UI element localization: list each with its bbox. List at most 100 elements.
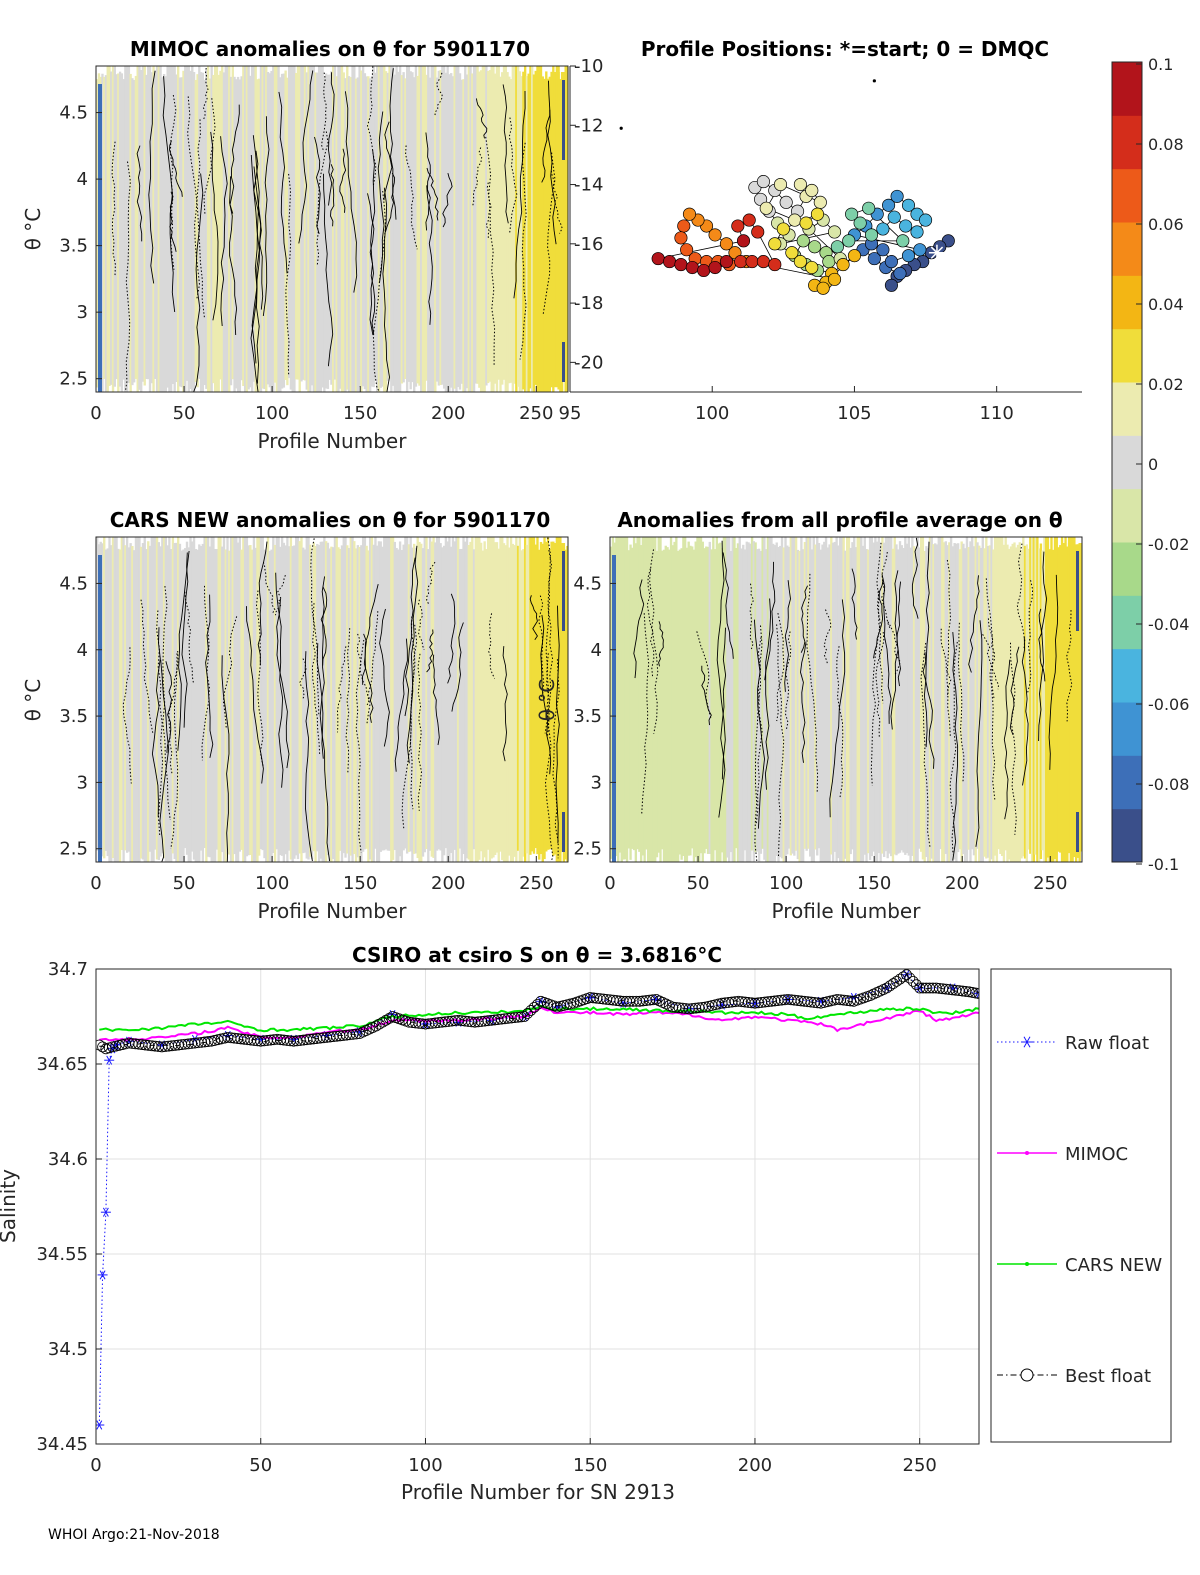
heatmap-cell [141, 66, 145, 382]
heatmap-cell [1029, 537, 1032, 854]
heatmap-cell [701, 541, 704, 862]
heatmap-cell [499, 76, 502, 392]
heatmap-contour [426, 167, 439, 221]
heatmap-contour [957, 622, 965, 783]
heatmap-contour [502, 646, 508, 762]
heatmap-contour [887, 621, 901, 676]
average-axes-box [609, 536, 1083, 863]
heatmap-cell [1032, 537, 1036, 862]
heatmap-cell [552, 541, 555, 856]
heatmap-cell [824, 537, 828, 862]
heatmap-contour [366, 66, 377, 186]
heatmap-cell [743, 549, 747, 851]
position-marker [899, 219, 913, 233]
heatmap-cell [817, 542, 821, 849]
heatmap-cell [1067, 543, 1071, 583]
heatmap-cell [625, 537, 629, 862]
heatmap-cell [1055, 537, 1058, 862]
heatmap-cell [838, 537, 842, 862]
heatmap-cell [161, 537, 164, 854]
heatmap-contour [379, 608, 390, 747]
heatmap-cell [446, 541, 449, 862]
heatmap-cell [553, 549, 557, 855]
heatmap-cell [872, 542, 875, 852]
heatmap-cell [747, 542, 750, 862]
position-marker [682, 207, 697, 221]
heatmap-contour [362, 583, 379, 685]
heatmap-cell [182, 70, 185, 392]
heatmap-contour [946, 559, 952, 737]
heatmap-cell [557, 537, 560, 862]
heatmap-cell [664, 545, 667, 862]
heatmap-cell [646, 537, 650, 862]
heatmap-contour [881, 552, 891, 630]
heatmap-cell [391, 537, 395, 860]
heatmap-contour [298, 70, 314, 244]
heatmap-cell [710, 549, 713, 862]
heatmap-cell [485, 66, 488, 386]
heatmap-cell [467, 545, 470, 860]
heatmap-cell [131, 78, 134, 386]
heatmap-contour [800, 642, 807, 763]
heatmap-cell [550, 71, 553, 388]
heatmap-cell [847, 537, 851, 862]
y-tick-label: 3.5 [59, 236, 88, 257]
heatmap-cell [641, 537, 645, 856]
heatmap-cell [453, 541, 456, 850]
heatmap-cell [562, 74, 566, 382]
heatmap-cell [397, 549, 400, 862]
heatmap-cell [925, 546, 928, 858]
heatmap-cell [446, 66, 449, 392]
heatmap-cell [508, 76, 511, 384]
heatmap-cell [770, 537, 773, 862]
heatmap-cell [141, 543, 145, 860]
heatmap-cell [432, 66, 435, 392]
heatmap-cell [934, 543, 937, 862]
position-marker [805, 183, 819, 198]
heatmap-cell [453, 66, 456, 389]
position-marker [768, 237, 782, 251]
heatmap-cell [705, 546, 708, 849]
heatmap-cell [414, 66, 418, 387]
heatmap-cell [398, 66, 402, 392]
heatmap-cell [545, 541, 548, 852]
heatmap-cell [868, 537, 872, 860]
heatmap-cell [863, 537, 866, 855]
heatmap-contour [475, 98, 488, 139]
position-marker [759, 201, 773, 215]
heatmap-cell [118, 549, 122, 862]
heatmap-edge-profile [562, 812, 565, 852]
heatmap-cell [699, 537, 703, 854]
colorbar-tick-label: -0.02 [1148, 535, 1189, 554]
heatmap-cell [1060, 537, 1064, 862]
heatmap-cell [787, 546, 791, 849]
heatmap-cell [243, 66, 247, 392]
legend-marker [1023, 1036, 1031, 1048]
colorbar-swatch [1112, 595, 1142, 650]
heatmap-cell [367, 550, 370, 862]
x-tick-label: 110 [979, 403, 1013, 424]
cars-axes-box [95, 536, 569, 863]
heatmap-cell [265, 550, 268, 862]
heatmap-cell [683, 537, 687, 862]
heatmap-contour [159, 659, 170, 862]
heatmap-cell [914, 550, 918, 862]
heatmap-cell [219, 70, 222, 380]
heatmap-cell [273, 544, 277, 862]
heatmap-cell [972, 546, 976, 856]
heatmap-cell [951, 546, 955, 862]
heatmap-cell [421, 548, 425, 857]
salinity-ticks: 0 50 100 150 200 250 34.7 34.65 34.6 34.55 34.5 34.… [36, 959, 936, 1476]
heatmap-cell [335, 537, 338, 862]
heatmap-cell [236, 76, 240, 392]
heatmap-cell [694, 541, 697, 858]
heatmap-cell [617, 537, 620, 862]
heatmap-cell [312, 542, 315, 852]
heatmap-cell [835, 537, 838, 862]
heatmap-cell [127, 547, 131, 852]
heatmap-cell [217, 537, 220, 862]
colorbar-swatch [1112, 382, 1142, 436]
heatmap-cell [724, 537, 727, 862]
salinity-grid [95, 968, 979, 1445]
position-marker [827, 225, 842, 239]
